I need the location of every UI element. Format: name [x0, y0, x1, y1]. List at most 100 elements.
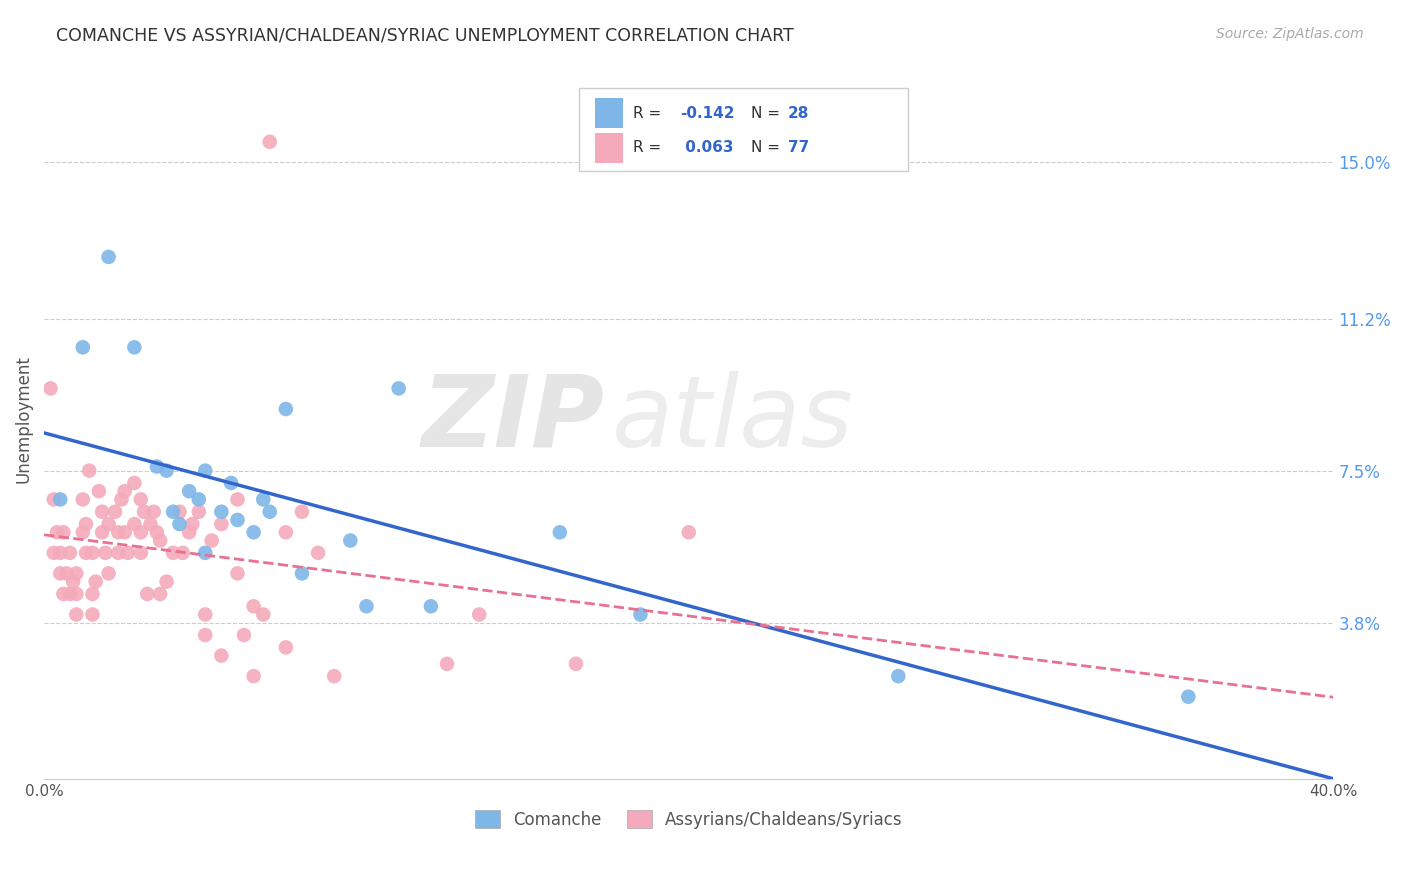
Point — [1177, 690, 1199, 704]
Point — [52, 587, 75, 601]
Bar — [579, 88, 908, 171]
Point — [72, 492, 94, 507]
Point — [307, 546, 329, 560]
Text: Source: ZipAtlas.com: Source: ZipAtlas.com — [1216, 27, 1364, 41]
Point — [179, 484, 201, 499]
Point — [274, 640, 297, 655]
Point — [887, 669, 910, 683]
Point — [49, 566, 72, 581]
Point — [242, 599, 264, 614]
Point — [209, 648, 232, 663]
Point — [252, 492, 274, 507]
Point — [110, 492, 132, 507]
Point — [219, 475, 242, 490]
Point — [146, 525, 169, 540]
Point — [678, 525, 700, 540]
Point — [172, 546, 194, 560]
Point — [55, 566, 77, 581]
Point — [91, 525, 114, 540]
Point — [209, 505, 232, 519]
Point — [187, 492, 209, 507]
Point — [252, 607, 274, 622]
Point — [194, 628, 217, 642]
Point — [107, 546, 129, 560]
Text: 77: 77 — [787, 140, 810, 155]
Point — [194, 464, 217, 478]
Text: N =: N = — [751, 105, 785, 120]
Point — [97, 250, 120, 264]
Point — [162, 546, 184, 560]
Point — [42, 492, 65, 507]
Point — [65, 607, 87, 622]
Point — [52, 525, 75, 540]
Point — [65, 566, 87, 581]
Point — [226, 513, 249, 527]
Point — [194, 607, 217, 622]
Point — [129, 492, 152, 507]
Point — [72, 340, 94, 354]
Point — [97, 566, 120, 581]
Text: 0.063: 0.063 — [679, 140, 733, 155]
Point — [187, 505, 209, 519]
Point — [142, 505, 165, 519]
Point — [356, 599, 378, 614]
Point — [201, 533, 224, 548]
Point — [75, 517, 97, 532]
Point — [291, 505, 314, 519]
Point — [259, 505, 281, 519]
Point — [139, 517, 162, 532]
Point — [107, 525, 129, 540]
Point — [233, 628, 256, 642]
Y-axis label: Unemployment: Unemployment — [15, 355, 32, 483]
Point — [149, 533, 172, 548]
Point — [117, 546, 139, 560]
Text: N =: N = — [751, 140, 785, 155]
Point — [75, 546, 97, 560]
Bar — [595, 98, 623, 128]
Point — [436, 657, 458, 671]
Text: R =: R = — [633, 105, 666, 120]
Point — [97, 517, 120, 532]
Legend: Comanche, Assyrians/Chaldeans/Syriacs: Comanche, Assyrians/Chaldeans/Syriacs — [468, 804, 910, 835]
Point — [339, 533, 361, 548]
Point — [169, 517, 191, 532]
Text: R =: R = — [633, 140, 666, 155]
Point — [628, 607, 651, 622]
Point — [94, 546, 117, 560]
Point — [114, 484, 136, 499]
Point — [548, 525, 571, 540]
Point — [91, 505, 114, 519]
Text: ZIP: ZIP — [422, 371, 605, 467]
Point — [114, 525, 136, 540]
Point — [72, 525, 94, 540]
Point — [388, 381, 411, 395]
Point — [209, 517, 232, 532]
Point — [124, 340, 146, 354]
Text: atlas: atlas — [612, 371, 853, 467]
Text: COMANCHE VS ASSYRIAN/CHALDEAN/SYRIAC UNEMPLOYMENT CORRELATION CHART: COMANCHE VS ASSYRIAN/CHALDEAN/SYRIAC UNE… — [56, 27, 794, 45]
Point — [124, 475, 146, 490]
Point — [46, 525, 69, 540]
Point — [226, 492, 249, 507]
Point — [194, 546, 217, 560]
Point — [226, 566, 249, 581]
Text: -0.142: -0.142 — [679, 105, 734, 120]
Text: 28: 28 — [787, 105, 810, 120]
Point — [155, 574, 177, 589]
Point — [39, 381, 62, 395]
Point — [59, 587, 82, 601]
Point — [242, 525, 264, 540]
Point — [49, 546, 72, 560]
Point — [87, 484, 110, 499]
Point — [149, 587, 172, 601]
Point — [242, 669, 264, 683]
Point — [169, 505, 191, 519]
Point — [468, 607, 491, 622]
Point — [49, 492, 72, 507]
Bar — [595, 133, 623, 163]
Point — [84, 574, 107, 589]
Point — [274, 525, 297, 540]
Point — [77, 464, 100, 478]
Point — [82, 587, 104, 601]
Point — [62, 574, 84, 589]
